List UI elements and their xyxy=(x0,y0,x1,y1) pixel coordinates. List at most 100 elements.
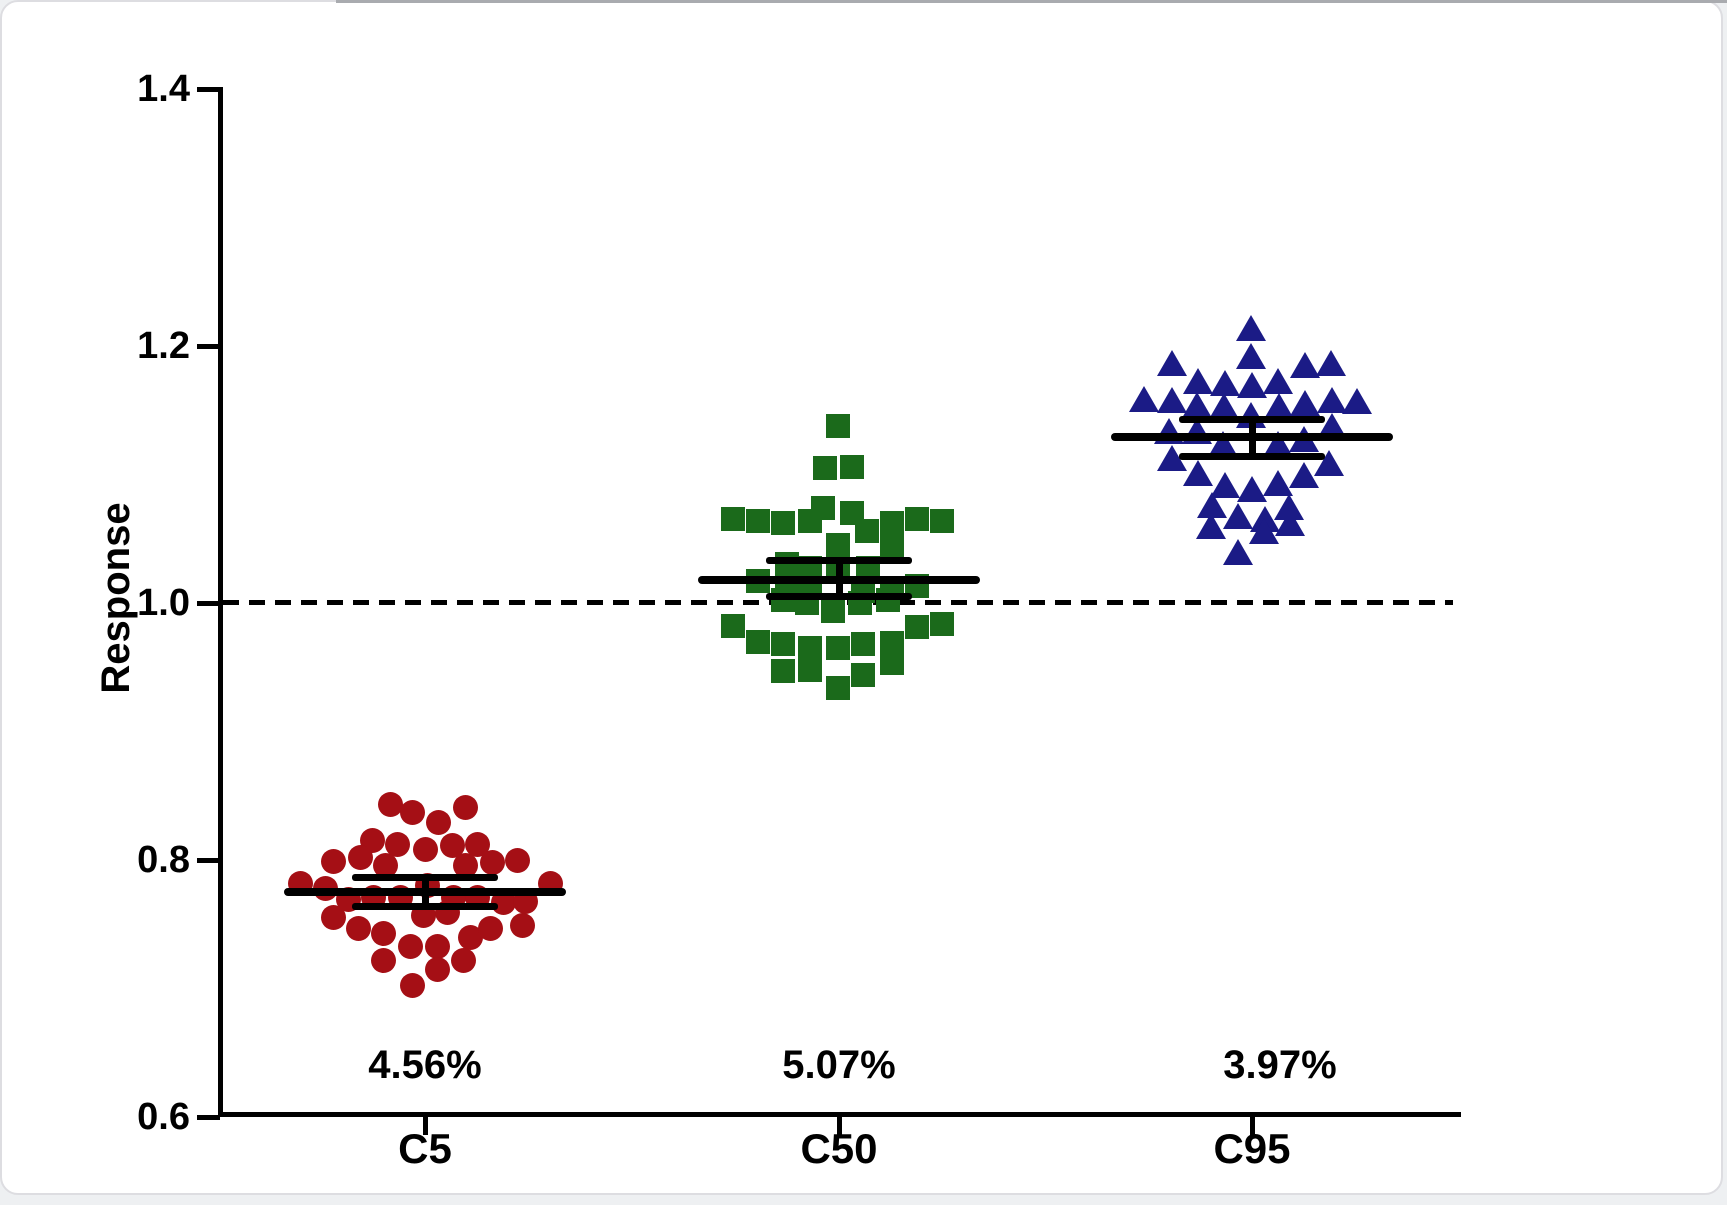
x-tick xyxy=(836,1117,842,1135)
y-tick xyxy=(197,857,220,863)
data-point-square xyxy=(721,507,745,532)
y-tick xyxy=(197,343,220,349)
data-point-square xyxy=(775,552,799,577)
data-point-square xyxy=(771,511,795,536)
data-point-square xyxy=(798,657,822,682)
data-point-circle xyxy=(370,947,396,973)
error-bar-cap-lower xyxy=(1179,453,1325,460)
y-tick xyxy=(197,600,220,606)
data-point-square xyxy=(851,632,875,657)
data-point-circle xyxy=(370,920,396,946)
data-point-square xyxy=(855,519,879,544)
data-point-square xyxy=(930,508,954,533)
data-point-circle xyxy=(479,850,505,876)
y-tick-label: 1.2 xyxy=(137,325,190,367)
data-point-triangle xyxy=(1249,518,1279,545)
data-point-square xyxy=(905,507,929,532)
data-point-triangle xyxy=(1316,349,1346,376)
error-bar-cap-upper xyxy=(352,874,498,882)
data-point-circle xyxy=(399,973,425,999)
data-point-triangle xyxy=(1264,393,1294,420)
data-point-square xyxy=(826,675,850,700)
error-bar-cap-lower xyxy=(766,593,912,601)
data-point-square xyxy=(771,659,795,684)
data-point-square xyxy=(880,511,904,536)
data-point-square xyxy=(771,632,795,657)
data-point-triangle xyxy=(1183,460,1213,487)
data-point-square xyxy=(905,615,929,640)
data-point-circle xyxy=(424,933,450,959)
data-point-triangle xyxy=(1129,385,1159,412)
data-point-circle xyxy=(452,794,478,820)
x-tick xyxy=(422,1117,428,1135)
y-tick-label: 1.0 xyxy=(137,582,190,624)
data-point-circle xyxy=(347,844,373,870)
data-point-square xyxy=(721,614,745,639)
y-tick-label: 1.4 xyxy=(137,68,190,110)
data-point-triangle xyxy=(1223,538,1253,565)
data-point-triangle xyxy=(1236,343,1266,370)
data-point-triangle xyxy=(1290,389,1320,416)
y-tick xyxy=(197,86,220,92)
data-point-circle xyxy=(412,837,438,863)
error-bar-cap-lower xyxy=(352,902,498,910)
cv-percent-label: 4.56% xyxy=(368,1043,482,1087)
y-tick xyxy=(197,1114,220,1120)
x-category-label: C95 xyxy=(1213,1125,1291,1172)
data-point-square xyxy=(746,629,770,654)
data-point-circle xyxy=(320,848,346,874)
data-point-circle xyxy=(372,852,398,878)
data-point-circle xyxy=(425,810,451,836)
cv-percent-label: 5.07% xyxy=(782,1043,896,1087)
data-point-square xyxy=(880,651,904,676)
top-divider-line xyxy=(336,0,1727,3)
data-point-square xyxy=(880,534,904,559)
data-point-triangle xyxy=(1209,393,1239,420)
data-point-triangle xyxy=(1196,512,1226,539)
data-point-triangle xyxy=(1237,475,1267,502)
data-point-circle xyxy=(450,947,476,973)
data-point-square xyxy=(821,598,845,623)
data-point-square xyxy=(771,588,795,613)
x-tick xyxy=(1249,1117,1255,1135)
data-point-square xyxy=(851,662,875,687)
data-point-triangle xyxy=(1236,315,1266,341)
data-point-square xyxy=(930,611,954,636)
data-point-triangle xyxy=(1223,502,1253,529)
data-point-square xyxy=(826,413,850,438)
data-point-triangle xyxy=(1157,349,1187,376)
data-point-square xyxy=(746,508,770,533)
data-point-triangle xyxy=(1183,367,1213,394)
data-point-triangle xyxy=(1263,367,1293,394)
data-point-square xyxy=(813,456,837,481)
x-category-label: C5 xyxy=(398,1125,452,1172)
data-point-triangle xyxy=(1342,388,1372,415)
y-axis-line xyxy=(218,87,223,1117)
data-point-triangle xyxy=(1210,370,1240,397)
data-point-circle xyxy=(452,852,478,878)
data-point-circle xyxy=(397,933,423,959)
data-point-circle xyxy=(345,915,371,941)
data-point-triangle xyxy=(1263,470,1293,497)
data-point-triangle xyxy=(1275,510,1305,537)
cv-percent-label: 3.97% xyxy=(1223,1043,1337,1087)
data-point-square xyxy=(826,533,850,558)
mean-line xyxy=(698,575,980,584)
error-bar-cap-upper xyxy=(1179,415,1325,423)
data-point-circle xyxy=(504,847,530,873)
data-point-square xyxy=(880,630,904,655)
data-point-circle xyxy=(424,956,450,982)
x-axis-line xyxy=(218,1112,1461,1117)
data-point-square xyxy=(826,635,850,660)
data-point-circle xyxy=(477,915,503,941)
mean-line xyxy=(1111,433,1393,442)
data-point-circle xyxy=(320,905,346,931)
data-point-square xyxy=(840,454,864,479)
data-point-square xyxy=(876,588,900,613)
data-point-square xyxy=(811,495,835,520)
data-point-circle xyxy=(377,792,403,818)
data-point-triangle xyxy=(1289,461,1319,488)
data-point-circle xyxy=(399,799,425,825)
data-point-triangle xyxy=(1290,352,1320,379)
